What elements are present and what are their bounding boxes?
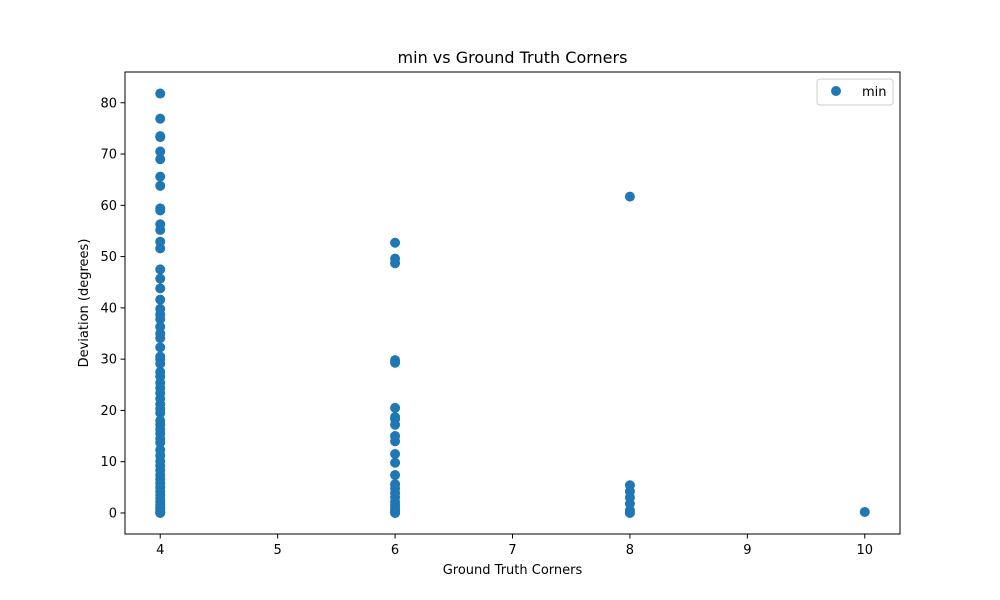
x-tick-label: 6 [391, 543, 399, 558]
y-tick-label: 30 [100, 353, 117, 368]
data-point [859, 506, 870, 517]
data-point [155, 243, 166, 254]
data-point [155, 224, 166, 235]
y-tick-label: 20 [100, 404, 117, 419]
data-point [155, 333, 166, 344]
data-point [155, 171, 166, 182]
data-point [624, 191, 635, 202]
data-point [155, 358, 166, 369]
chart-title: min vs Ground Truth Corners [398, 48, 628, 67]
data-point [155, 113, 166, 124]
data-point [155, 205, 166, 216]
data-point [390, 357, 401, 368]
data-point [390, 419, 401, 430]
data-point [390, 507, 401, 518]
x-tick-label: 9 [743, 543, 751, 558]
y-tick-label: 50 [100, 250, 117, 265]
x-axis-label: Ground Truth Corners [443, 563, 583, 578]
legend: min [816, 78, 894, 106]
data-point [155, 146, 166, 157]
data-point [624, 507, 635, 518]
x-tick-label: 7 [508, 543, 516, 558]
legend-label: min [862, 85, 887, 100]
x-tick-label: 10 [856, 543, 873, 558]
data-point [155, 294, 166, 305]
data-point [155, 342, 166, 353]
y-tick-label: 70 [100, 148, 117, 163]
x-axis: 4 5 6 7 8 9 10 [156, 534, 873, 558]
data-point [390, 258, 401, 269]
y-tick-label: 80 [100, 96, 117, 111]
y-tick-label: 40 [100, 301, 117, 316]
points-layer [155, 88, 870, 518]
y-tick-label: 0 [109, 506, 117, 521]
data-point [155, 507, 166, 518]
legend-marker [831, 86, 841, 96]
x-tick-label: 5 [274, 543, 282, 558]
data-point [155, 88, 166, 99]
y-axis-label: Deviation (degrees) [77, 239, 92, 368]
y-tick-label: 10 [100, 455, 117, 470]
data-point [155, 273, 166, 284]
data-point [390, 457, 401, 468]
x-tick-label: 4 [156, 543, 164, 558]
data-point [155, 180, 166, 191]
data-point [390, 449, 401, 460]
y-tick-label: 60 [100, 199, 117, 214]
data-point [155, 264, 166, 275]
legend-box [816, 78, 894, 106]
data-point [155, 437, 166, 448]
y-axis: 0 10 20 30 40 50 60 70 80 [100, 96, 125, 521]
data-point [155, 407, 166, 418]
data-point [390, 436, 401, 447]
data-point [155, 154, 166, 165]
data-point [155, 314, 166, 325]
x-tick-label: 8 [626, 543, 634, 558]
data-point [155, 283, 166, 294]
data-point [390, 237, 401, 248]
data-point [390, 402, 401, 413]
data-point [155, 132, 166, 143]
data-point [390, 470, 401, 481]
